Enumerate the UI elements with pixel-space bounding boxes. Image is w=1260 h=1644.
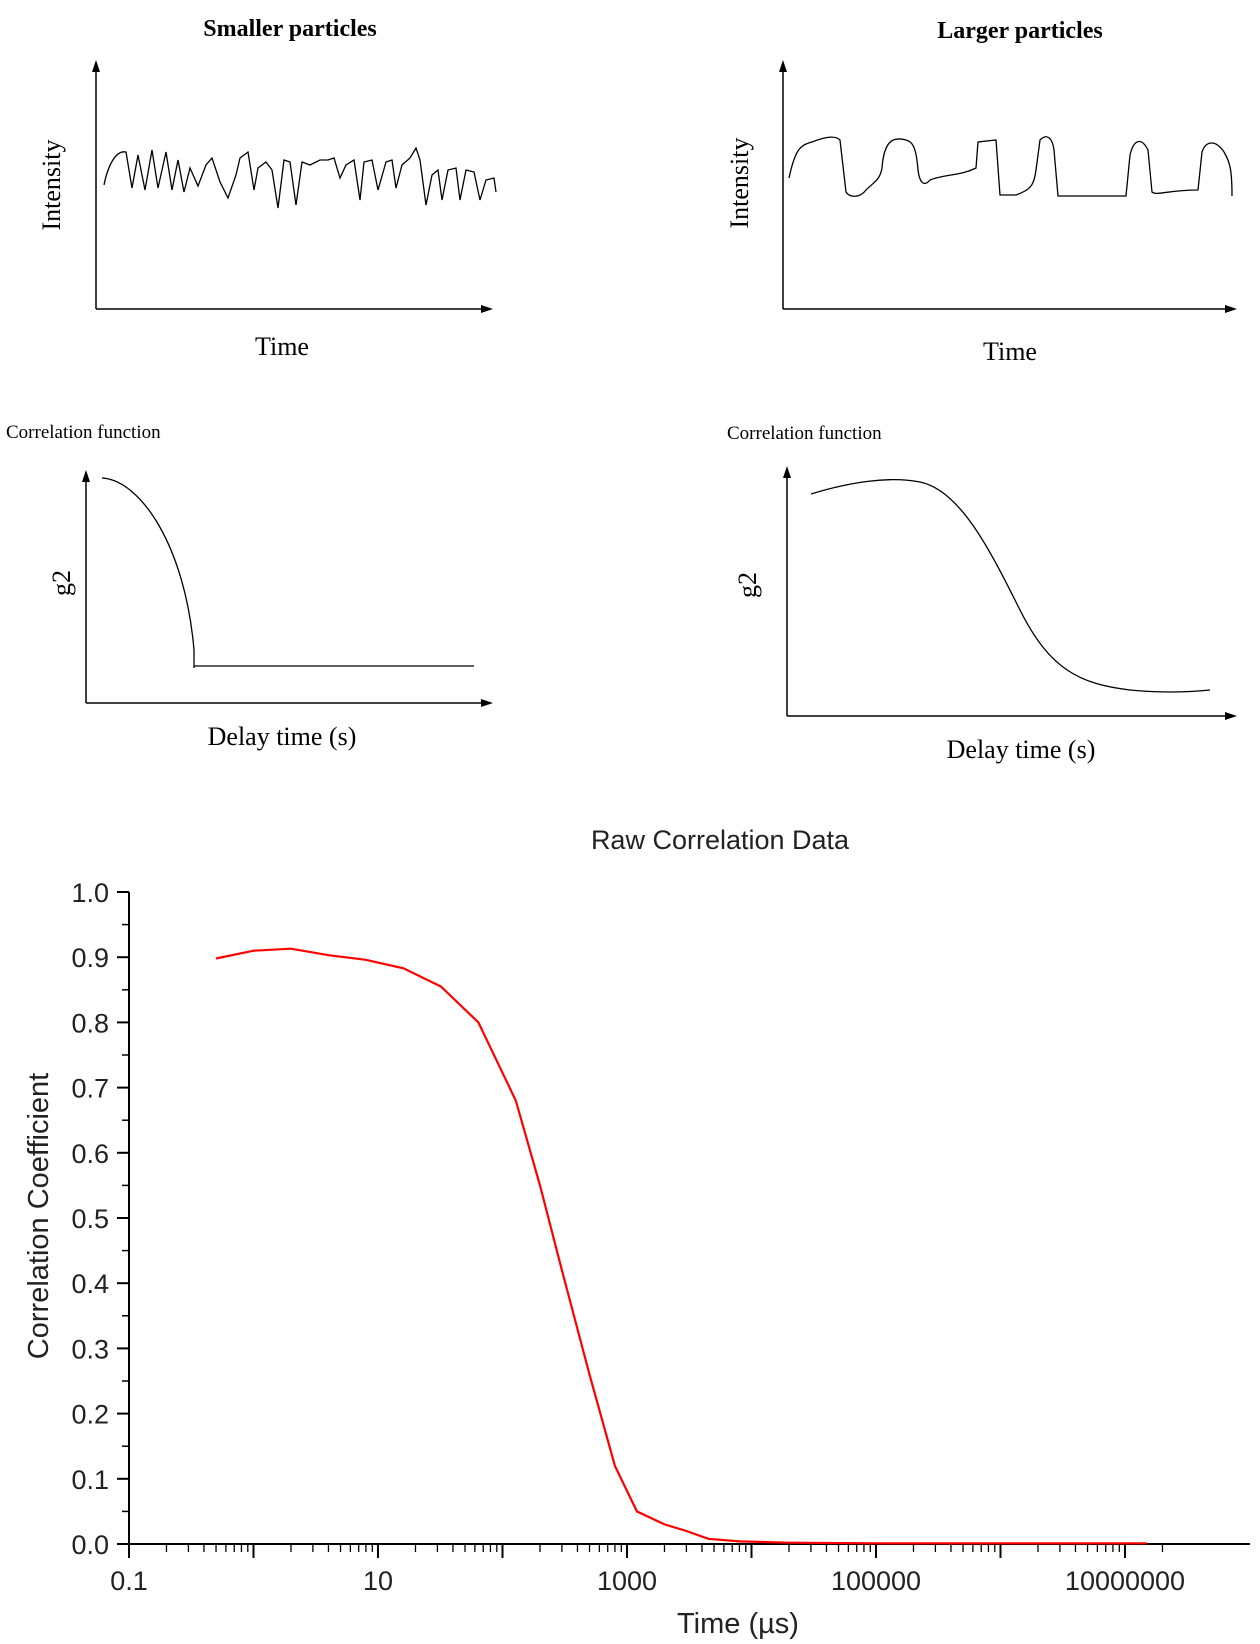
- smaller-intensity-panel: Smaller particles Intensity Time: [37, 16, 497, 361]
- larger-intensity-panel: Larger particles Intensity Time: [725, 18, 1237, 366]
- larger-intensity-trace: [788, 136, 1233, 197]
- smaller-corr-xlabel: Delay time (s): [208, 722, 357, 751]
- y-tick-label: 0.7: [71, 1074, 109, 1104]
- larger-intensity-ylabel: Intensity: [725, 138, 754, 229]
- larger-intensity-y-arrow: [779, 60, 787, 72]
- y-tick-label: 0.8: [71, 1008, 109, 1038]
- y-ticks: 0.0 0.1 0.2 0.3 0.4 0.5 0.6 0.7 0.8 0.9 1.0: [71, 878, 129, 1560]
- smaller-corr-x-arrow: [481, 699, 493, 707]
- larger-particles-title: Larger particles: [937, 18, 1103, 44]
- series-line: [215, 947, 1147, 1545]
- smaller-correlation-panel: Correlation function g2 Delay time (s): [6, 422, 493, 751]
- smaller-intensity-ylabel: Intensity: [37, 140, 66, 231]
- x-ticks: 0.1 10 1000 100000 10000000: [110, 1544, 1185, 1596]
- y-tick-label: 0.1: [71, 1465, 109, 1495]
- smaller-intensity-y-arrow: [92, 60, 100, 72]
- smaller-intensity-trace: [103, 146, 497, 209]
- smaller-corr-ylabel: g2: [47, 570, 76, 596]
- chart-ylabel: Correlation Coefficient: [23, 1073, 55, 1359]
- smaller-particles-title: Smaller particles: [203, 16, 377, 42]
- y-tick-label: 0.9: [71, 943, 109, 973]
- x-tick-label: 10: [363, 1566, 393, 1596]
- y-tick-label: 0.5: [71, 1204, 109, 1234]
- larger-intensity-x-arrow: [1225, 305, 1237, 313]
- smaller-intensity-x-arrow: [481, 305, 493, 313]
- y-tick-label: 0.2: [71, 1400, 109, 1430]
- chart-xlabel: Time (µs): [677, 1608, 799, 1640]
- y-tick-label: 0.3: [71, 1334, 109, 1364]
- larger-corr-curve: [810, 478, 1211, 693]
- raw-correlation-chart: Raw Correlation Data Correlation Coeffic…: [23, 825, 1250, 1640]
- y-tick-label: 1.0: [71, 878, 109, 908]
- larger-corr-ylabel: g2: [733, 572, 762, 598]
- x-tick-label: 0.1: [110, 1566, 148, 1596]
- y-tick-label: 0.6: [71, 1139, 109, 1169]
- larger-correlation-panel: Correlation function g2 Delay time (s): [727, 423, 1237, 764]
- x-tick-label: 1000: [597, 1566, 657, 1596]
- x-tick-label: 100000: [831, 1566, 921, 1596]
- chart-title: Raw Correlation Data: [591, 825, 850, 855]
- larger-corr-y-arrow: [783, 466, 791, 478]
- larger-corr-x-arrow: [1225, 712, 1237, 720]
- x-tick-label: 10000000: [1065, 1566, 1185, 1596]
- larger-corr-heading: Correlation function: [727, 423, 882, 444]
- larger-intensity-xlabel: Time: [983, 337, 1037, 366]
- y-tick-label: 0.0: [71, 1530, 109, 1560]
- smaller-corr-curve: [101, 477, 195, 668]
- larger-corr-xlabel: Delay time (s): [947, 735, 1096, 764]
- smaller-intensity-xlabel: Time: [255, 332, 309, 361]
- y-tick-label: 0.4: [71, 1269, 109, 1299]
- smaller-corr-heading: Correlation function: [6, 422, 161, 443]
- smaller-corr-y-arrow: [82, 470, 90, 482]
